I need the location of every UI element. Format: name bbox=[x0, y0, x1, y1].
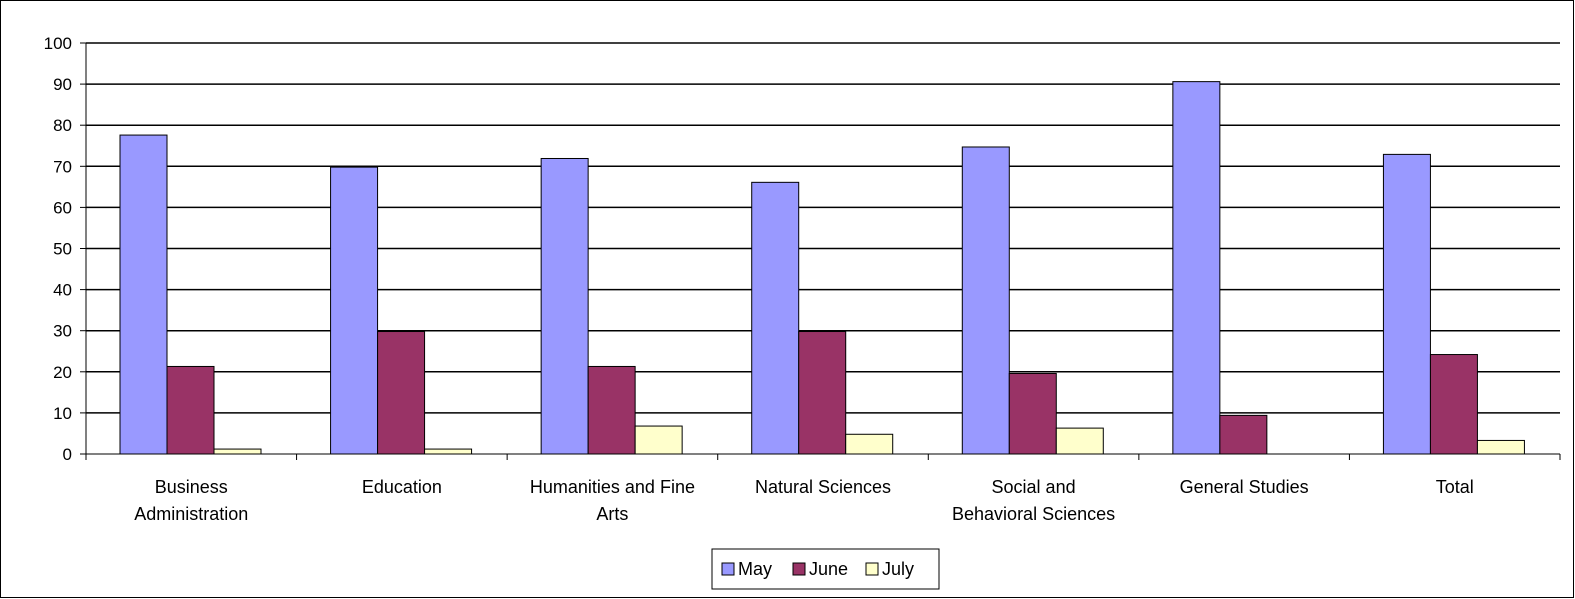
bar-june bbox=[798, 331, 847, 455]
x-tick-label: Behavioral Sciences bbox=[952, 504, 1115, 524]
x-tick-label: Arts bbox=[596, 504, 628, 524]
bar-may bbox=[961, 146, 1010, 455]
x-tick-label: General Studies bbox=[1180, 477, 1309, 497]
bar-july bbox=[213, 448, 262, 455]
x-tick-label: Social and bbox=[992, 477, 1076, 497]
x-tick-label: Administration bbox=[134, 504, 248, 524]
y-tick-label: 90 bbox=[53, 75, 72, 94]
bar-july bbox=[424, 448, 473, 455]
x-tick-label: Total bbox=[1436, 477, 1474, 497]
bar-july bbox=[1055, 427, 1104, 455]
legend-label-may: May bbox=[738, 559, 772, 579]
bar-july bbox=[845, 433, 894, 455]
bar-may bbox=[1172, 81, 1221, 455]
axes bbox=[80, 42, 1561, 460]
bar-july bbox=[1476, 439, 1525, 455]
bar-may bbox=[330, 166, 379, 455]
bar-may bbox=[751, 181, 800, 455]
bar-july bbox=[634, 425, 683, 455]
x-tick-label: Business bbox=[155, 477, 228, 497]
y-tick-label: 30 bbox=[53, 322, 72, 341]
bar-june bbox=[377, 331, 426, 455]
x-tick-label: Education bbox=[362, 477, 442, 497]
y-tick-label: 50 bbox=[53, 240, 72, 259]
axis-labels: 0 10 20 30 40 50 60 70 80 90 100 Business Administra… bbox=[44, 34, 1474, 524]
bar-june bbox=[166, 365, 215, 455]
y-tick-label: 40 bbox=[53, 281, 72, 300]
bar-june bbox=[1008, 372, 1057, 455]
legend: May June July bbox=[711, 548, 940, 590]
y-tick-label: 70 bbox=[53, 157, 72, 176]
y-tick-label: 80 bbox=[53, 116, 72, 135]
bar-june bbox=[587, 365, 636, 455]
legend-swatch-june bbox=[792, 562, 806, 576]
y-tick-label: 20 bbox=[53, 363, 72, 382]
bar-may bbox=[1382, 153, 1431, 455]
y-tick-label: 100 bbox=[44, 34, 72, 53]
legend-swatch-july bbox=[865, 562, 879, 576]
x-tick-label: Natural Sciences bbox=[755, 477, 891, 497]
legend-box bbox=[711, 548, 940, 590]
legend-swatch-may bbox=[721, 562, 735, 576]
bar-may bbox=[119, 134, 168, 455]
bar-june bbox=[1429, 354, 1478, 455]
bar-june bbox=[1219, 414, 1268, 455]
x-tick-label: Humanities and Fine bbox=[530, 477, 695, 497]
bar-may bbox=[540, 157, 589, 455]
legend-label-july: July bbox=[882, 559, 914, 579]
y-tick-label: 10 bbox=[53, 404, 72, 423]
y-tick-label: 0 bbox=[63, 445, 72, 464]
y-tick-label: 60 bbox=[53, 198, 72, 217]
legend-label-june: June bbox=[809, 559, 848, 579]
